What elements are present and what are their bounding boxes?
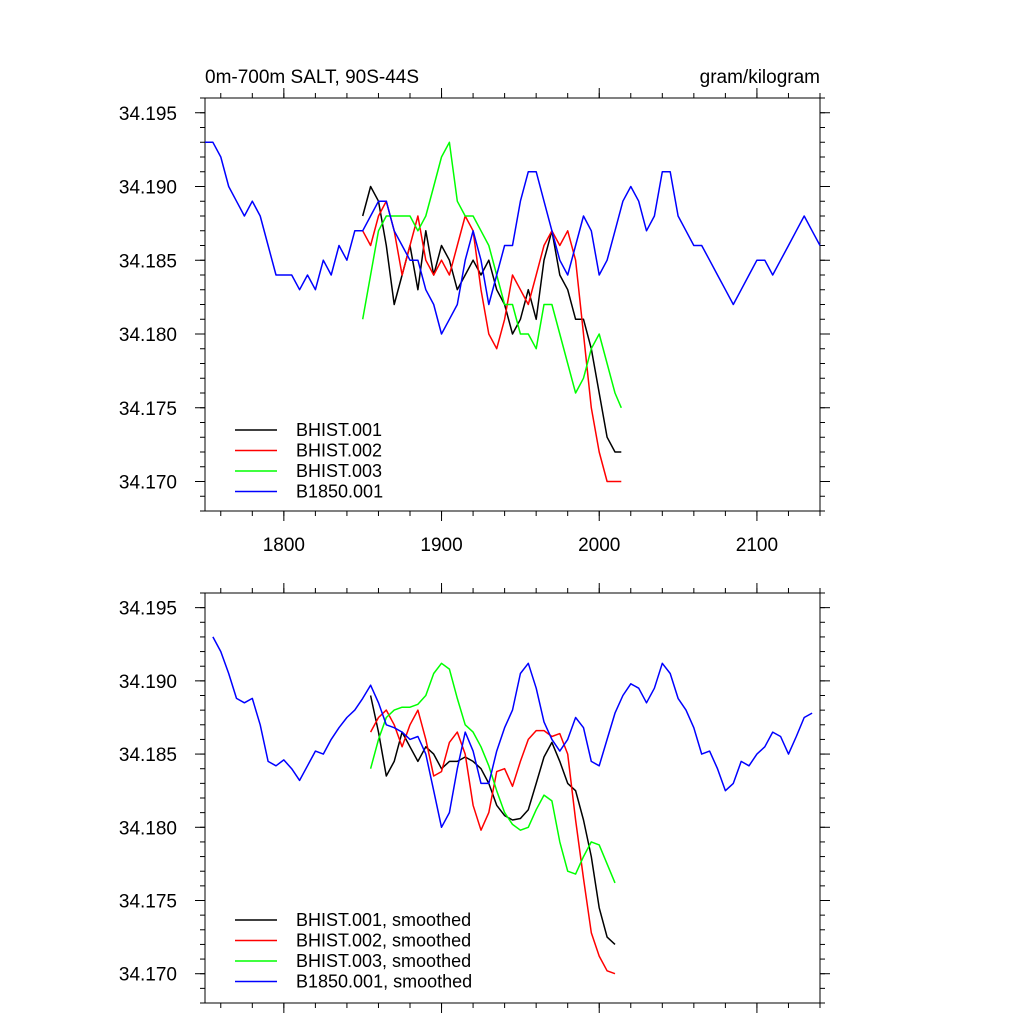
x-tick-label: 1900 — [420, 535, 462, 556]
y-tick-label: 34.185 — [119, 251, 177, 272]
y-tick-label: 34.195 — [119, 104, 177, 125]
x-tick-label: 2000 — [578, 535, 620, 556]
x-tick-label: 1800 — [263, 535, 305, 556]
y-tick-label: 34.185 — [119, 745, 177, 766]
y-tick-label: 34.190 — [119, 178, 177, 199]
legend-label: BHIST.001, smoothed — [296, 910, 471, 930]
legend-label: BHIST.002, smoothed — [296, 931, 471, 951]
y-tick-label: 34.170 — [119, 965, 177, 986]
y-tick-label: 34.175 — [119, 892, 177, 913]
top-panel: 1800 1900 2000 2100 34.170 34.175 34.180 34.185… — [119, 88, 830, 556]
y-tick-label: 34.175 — [119, 399, 177, 420]
y-tick-label: 34.190 — [119, 672, 177, 693]
bottom-panel: 34.170 34.175 34.180 34.185 34.190 34.195 BHIS… — [119, 583, 830, 1013]
legend-label: BHIST.001 — [296, 420, 382, 440]
legend-label: B1850.001, smoothed — [296, 972, 472, 992]
legend-label: BHIST.003 — [296, 461, 382, 481]
series-line-bhist-002-smoothed — [369, 709, 616, 975]
y-tick-label: 34.180 — [119, 818, 177, 839]
y-tick-label: 34.180 — [119, 325, 177, 346]
x-tick-label: 2100 — [736, 535, 778, 556]
series-line-bhist-003-smoothed — [369, 662, 616, 884]
series-line-bhist-003 — [361, 141, 622, 409]
legend-label: BHIST.003, smoothed — [296, 951, 471, 971]
legend-label: B1850.001 — [296, 482, 383, 502]
series-line-bhist-002 — [362, 200, 622, 483]
units-label: gram/kilogram — [700, 67, 820, 88]
y-tick-label: 34.195 — [119, 599, 177, 620]
legend-label: BHIST.002 — [296, 441, 382, 461]
chart-title: 0m-700m SALT, 90S-44S — [205, 67, 419, 88]
series-line-b1850-001-smoothed — [212, 636, 813, 829]
y-tick-label: 34.170 — [119, 473, 177, 494]
series-line-b1850-001 — [205, 141, 821, 335]
